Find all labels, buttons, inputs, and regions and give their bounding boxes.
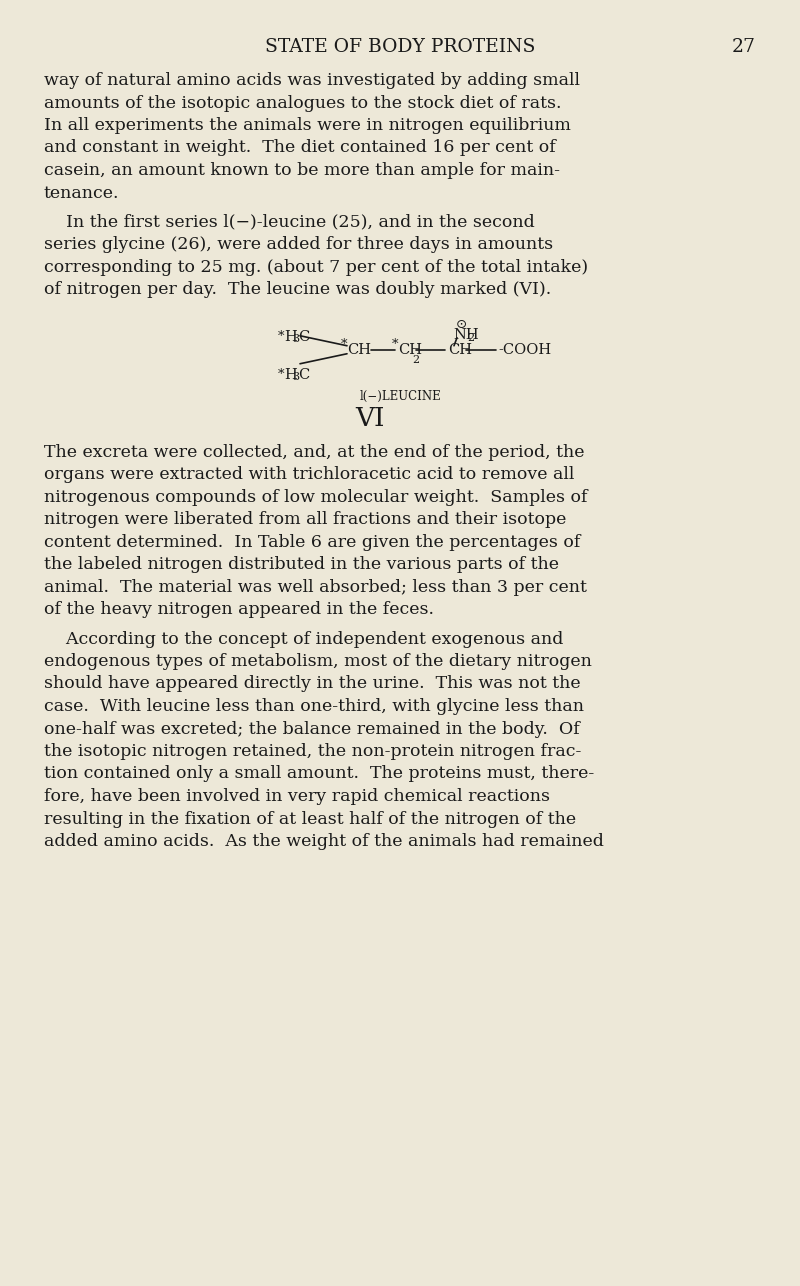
Text: and constant in weight.  The diet contained 16 per cent of: and constant in weight. The diet contain… [44,139,556,157]
Text: corresponding to 25 mg. (about 7 per cent of the total intake): corresponding to 25 mg. (about 7 per cen… [44,258,588,275]
Text: organs were extracted with trichloracetic acid to remove all: organs were extracted with trichloraceti… [44,467,574,484]
Text: should have appeared directly in the urine.  This was not the: should have appeared directly in the uri… [44,675,581,692]
Text: case.  With leucine less than one-third, with glycine less than: case. With leucine less than one-third, … [44,698,584,715]
Text: tenance.: tenance. [44,184,119,202]
Text: nitrogen were liberated from all fractions and their isotope: nitrogen were liberated from all fractio… [44,512,566,529]
Text: CH: CH [398,343,422,356]
Text: *: * [278,329,285,343]
Text: series glycine (26), were added for three days in amounts: series glycine (26), were added for thre… [44,237,553,253]
Text: In all experiments the animals were in nitrogen equilibrium: In all experiments the animals were in n… [44,117,571,134]
Text: one-half was excreted; the balance remained in the body.  Of: one-half was excreted; the balance remai… [44,720,580,737]
Text: endogenous types of metabolism, most of the dietary nitrogen: endogenous types of metabolism, most of … [44,653,592,670]
Text: animal.  The material was well absorbed; less than 3 per cent: animal. The material was well absorbed; … [44,579,587,595]
Text: 2: 2 [467,333,474,343]
Text: content determined.  In Table 6 are given the percentages of: content determined. In Table 6 are given… [44,534,580,550]
Text: NH: NH [453,328,478,342]
Text: -COOH: -COOH [498,343,551,356]
Text: C: C [298,368,310,382]
Text: way of natural amino acids was investigated by adding small: way of natural amino acids was investiga… [44,72,580,89]
Text: tion contained only a small amount.  The proteins must, there-: tion contained only a small amount. The … [44,765,594,782]
Text: 3: 3 [292,372,299,382]
Text: According to the concept of independent exogenous and: According to the concept of independent … [44,630,563,647]
Text: casein, an amount known to be more than ample for main-: casein, an amount known to be more than … [44,162,560,179]
Text: 3: 3 [292,334,299,343]
Text: CH: CH [448,343,472,356]
Text: 2: 2 [412,355,419,365]
Text: of the heavy nitrogen appeared in the feces.: of the heavy nitrogen appeared in the fe… [44,602,434,619]
Text: nitrogenous compounds of low molecular weight.  Samples of: nitrogenous compounds of low molecular w… [44,489,587,505]
Text: C: C [298,329,310,343]
Text: In the first series l(−)-leucine (25), and in the second: In the first series l(−)-leucine (25), a… [44,213,534,230]
Text: H: H [284,368,297,382]
Text: *: * [392,338,398,351]
Text: amounts of the isotopic analogues to the stock diet of rats.: amounts of the isotopic analogues to the… [44,94,562,112]
Text: the isotopic nitrogen retained, the non-protein nitrogen frac-: the isotopic nitrogen retained, the non-… [44,743,582,760]
Text: resulting in the fixation of at least half of the nitrogen of the: resulting in the fixation of at least ha… [44,810,576,827]
Text: the labeled nitrogen distributed in the various parts of the: the labeled nitrogen distributed in the … [44,557,559,574]
Text: added amino acids.  As the weight of the animals had remained: added amino acids. As the weight of the … [44,833,604,850]
Text: *: * [341,338,347,351]
Text: H: H [284,329,297,343]
Text: fore, have been involved in very rapid chemical reactions: fore, have been involved in very rapid c… [44,788,550,805]
Text: VI: VI [355,406,385,431]
Text: ⊙: ⊙ [456,318,467,331]
Text: STATE OF BODY PROTEINS: STATE OF BODY PROTEINS [265,39,535,57]
Text: CH: CH [347,343,371,356]
Text: l(−)LEUCINE: l(−)LEUCINE [360,390,442,403]
Text: The excreta were collected, and, at the end of the period, the: The excreta were collected, and, at the … [44,444,585,460]
Text: of nitrogen per day.  The leucine was doubly marked (VI).: of nitrogen per day. The leucine was dou… [44,282,551,298]
Text: 27: 27 [732,39,756,57]
Text: *: * [278,368,285,381]
